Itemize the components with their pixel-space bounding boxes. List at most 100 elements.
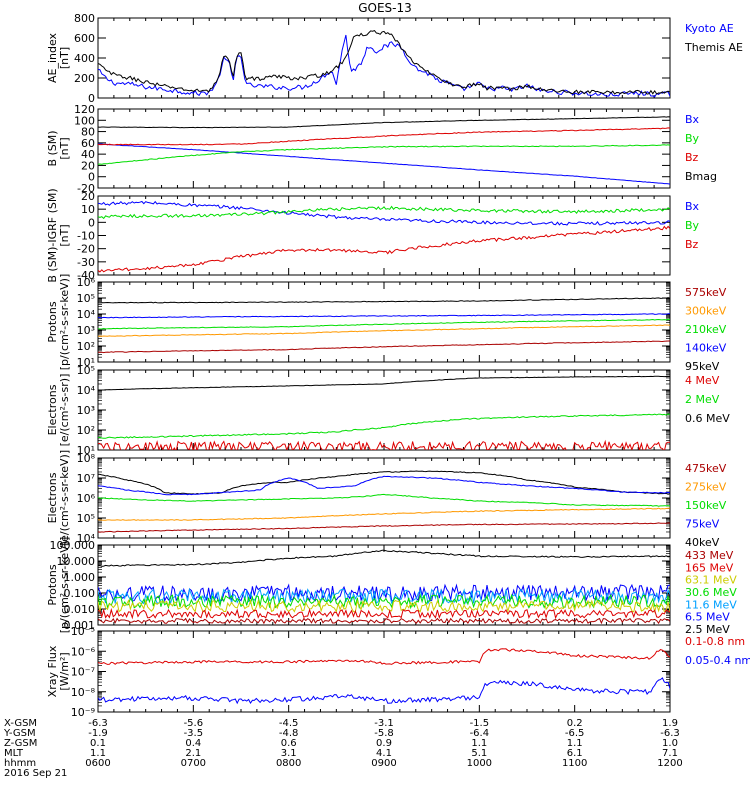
axis-row-value: 3.1	[281, 748, 297, 759]
legend-entry: 0.1-0.8 nm	[685, 635, 745, 648]
y-tick-label: 10¹	[77, 444, 95, 457]
axis-row-value: 0800	[276, 758, 301, 769]
axis-row-value: 4.1	[376, 748, 392, 759]
series-line-bx	[98, 200, 670, 226]
y-tick-label: -20	[77, 182, 95, 195]
plot-title: GOES-13	[358, 1, 412, 15]
axis-row-value: -4.5	[279, 718, 299, 729]
axis-row-value: 7.1	[662, 748, 678, 759]
axis-row-value: 1.0	[662, 738, 678, 749]
y-tick-label: 20	[81, 190, 95, 203]
series-group	[98, 470, 670, 533]
series-group	[98, 200, 670, 273]
axis-row-value: -1.5	[470, 718, 490, 729]
y-axis-label-line: B (SM)	[46, 130, 59, 166]
legend-entry: 2 MeV	[685, 393, 720, 406]
legend-entry: By	[685, 219, 700, 232]
y-tick-label: 10⁷	[77, 472, 95, 485]
y-tick-label: 1.000	[64, 571, 96, 584]
legend-entry: Bz	[685, 238, 699, 251]
legend-entry: 30.6 MeV	[685, 586, 737, 599]
axis-row-value: -5.8	[374, 728, 394, 739]
axis-row-value: -4.8	[279, 728, 299, 739]
y-tick-label: 10⁴	[77, 384, 96, 397]
series-line-165-mev	[98, 607, 670, 620]
y-axis-label-line: [e/(cm²-s-sr)]	[58, 374, 71, 447]
y-axis-label-line: AE_index	[46, 32, 59, 83]
series-line-30-6-mev	[98, 593, 670, 610]
legend-entry: 6.5 MeV	[685, 611, 730, 624]
y-tick-label: 0	[88, 171, 95, 184]
y-tick-label: 400	[74, 52, 95, 65]
y-tick-label: 0	[88, 216, 95, 229]
axis-row-value: 0.2	[567, 718, 583, 729]
legend-entry: 2.5 MeV	[685, 623, 730, 636]
legend-entry: 475keV	[685, 462, 727, 475]
axis-row-value: 5.1	[471, 748, 487, 759]
y-tick-label: 60	[81, 137, 95, 150]
series-line-themis-ae	[98, 30, 670, 95]
y-tick-label: 10⁶	[77, 492, 96, 505]
series-line-433-mev	[98, 617, 670, 625]
y-tick-label: -30	[77, 256, 95, 269]
series-line-40kev	[98, 470, 670, 495]
y-axis-label-line: [p/(cm²-s-sr-keV)]	[58, 274, 71, 371]
y-tick-label: -10	[77, 230, 95, 243]
series-line-by	[98, 144, 670, 165]
axis-row-value: -1.9	[88, 728, 108, 739]
legend-entry: Kyoto AE	[685, 22, 734, 35]
axis-row-value: 0.1	[90, 738, 106, 749]
axis-row-value: 0900	[371, 758, 396, 769]
legend-entry: 165 MeV	[685, 561, 734, 574]
y-tick-label: 20	[81, 159, 95, 172]
series-line-75kev	[98, 475, 670, 496]
y-tick-label: 200	[74, 72, 95, 85]
axis-row-label: Z-GSM	[4, 738, 37, 749]
y-axis-label-line: [nT]	[58, 137, 71, 159]
time-axis-table: X-GSM -6.3 -5.6 -4.5 -3.1 -1.5 0.2 1.9 Y-GSM -1.9…	[3, 718, 683, 779]
series-line-300kev	[98, 324, 670, 337]
y-axis-label: Protons[p/(cm²-s-sr-keV)]	[46, 537, 71, 634]
panel-frame	[97, 195, 671, 276]
axis-row-label: hhmm	[4, 758, 36, 769]
axis-row-value: 1100	[562, 758, 587, 769]
legend-entry: 575keV	[685, 286, 727, 299]
y-tick-label: 0.001	[64, 619, 96, 632]
axis-row-value: -6.4	[470, 728, 490, 739]
y-tick-label: 10⁴	[77, 308, 96, 321]
y-tick-label: 10⁴	[77, 532, 96, 545]
y-tick-label: 10⁻⁵	[71, 625, 95, 638]
series-line-by	[98, 205, 670, 220]
y-axis-label: B (SM)-IGRF (SM)[nT]	[46, 188, 71, 282]
series-line-575kev	[98, 340, 670, 354]
panel-5: 10¹ 10² 10³ 10⁴ 10⁵ Electrons[e/(cm²-s-sr)] 4 …	[46, 364, 730, 457]
legend-entry: 0.6 MeV	[685, 412, 730, 425]
series-group	[98, 375, 670, 450]
y-tick-label: 0.010	[64, 603, 96, 616]
y-axis-label: Electrons[e/(cm²-s-sr)]	[46, 374, 71, 447]
y-axis-label-line: B (SM)-IGRF (SM)	[46, 188, 59, 282]
series-line-6-5-mev	[98, 583, 670, 603]
y-tick-label: 10⁵	[77, 512, 95, 525]
series-line-2-mev	[98, 413, 670, 439]
panel-7: 0.0010.0100.1001.00010.000100.000Protons…	[46, 537, 737, 636]
y-tick-label: 10³	[77, 324, 95, 337]
axis-row-value: -3.5	[184, 728, 204, 739]
axis-row-value: 0700	[181, 758, 206, 769]
series-line-0-6-mev	[98, 375, 670, 391]
y-axis-label-line: [e/(cm²-s-sr-keV)]	[58, 450, 71, 546]
panel-frame	[97, 281, 671, 363]
y-tick-label: 10.000	[57, 555, 96, 568]
y-tick-label: 10⁻⁹	[71, 706, 95, 719]
axis-row-value: 6.1	[567, 748, 583, 759]
y-tick-label: 10⁻⁸	[71, 686, 96, 699]
axis-row-value: 1.1	[90, 748, 106, 759]
y-tick-label: 120	[74, 103, 95, 116]
y-axis-label: B (SM)[nT]	[46, 130, 71, 166]
axis-row-label: MLT	[4, 748, 24, 759]
legend-entry: Bz	[685, 151, 699, 164]
axis-row-value: 1.9	[662, 718, 678, 729]
